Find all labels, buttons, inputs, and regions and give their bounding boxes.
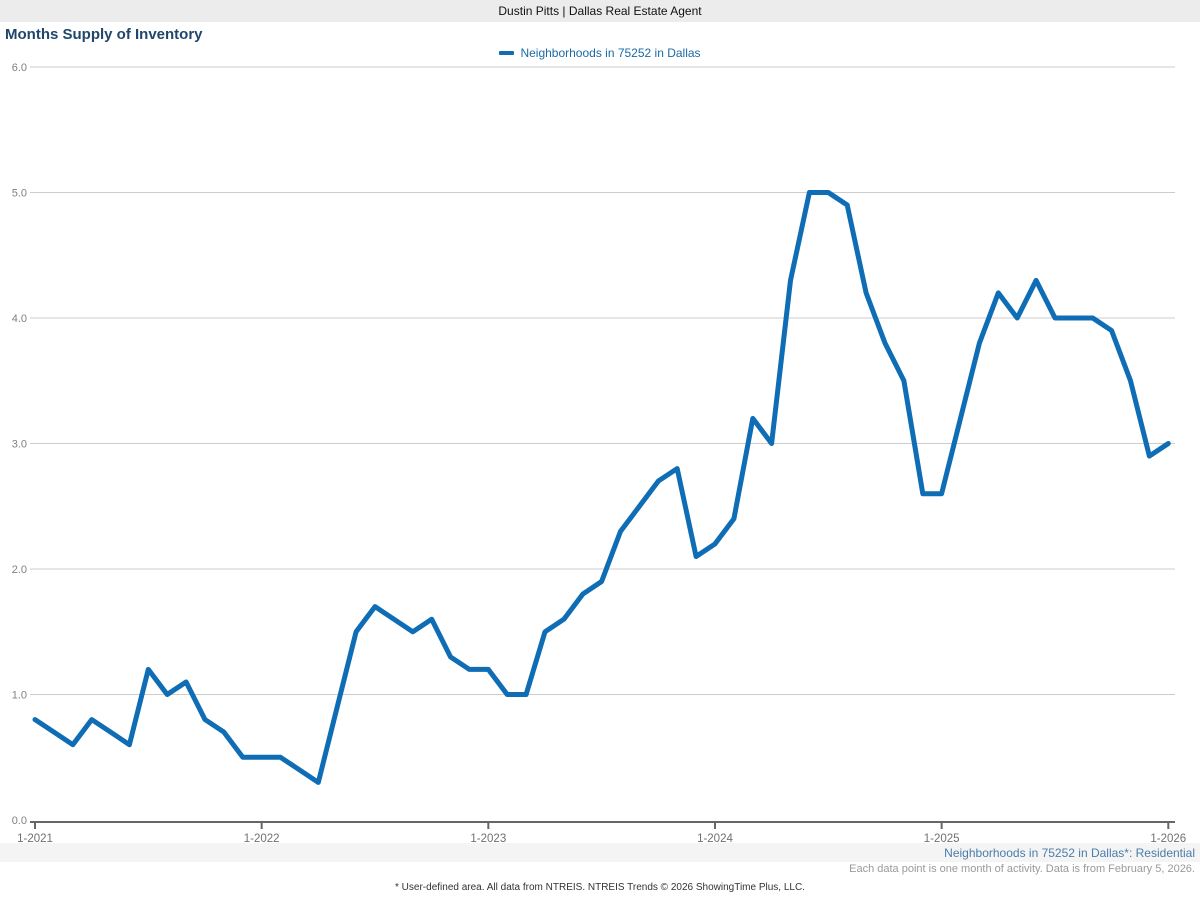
data-freshness-note: Each data point is one month of activity… — [849, 863, 1195, 875]
footer-disclaimer: * User-defined area. All data from NTREI… — [395, 882, 805, 893]
y-tick-label: 0.0 — [12, 815, 27, 827]
y-tick-label: 1.0 — [12, 690, 27, 702]
y-tick-label: 2.0 — [12, 564, 27, 576]
y-tick-label: 4.0 — [12, 313, 27, 325]
series-source-note: Neighborhoods in 75252 in Dallas*: Resid… — [944, 846, 1195, 860]
legend-line-swatch — [499, 51, 515, 55]
annotation-band — [0, 843, 1200, 862]
series-line-neighborhoods-75252 — [32, 190, 1171, 785]
x-tick-label: 1-2023 — [470, 833, 506, 845]
legend-item[interactable]: Neighborhoods in 75252 in Dallas — [499, 46, 701, 60]
y-tick-label: 5.0 — [12, 188, 27, 200]
page-title: Months Supply of Inventory — [5, 26, 203, 43]
x-tick-label: 1-2025 — [924, 833, 960, 845]
header-bar: Dustin Pitts | Dallas Real Estate Agent — [0, 0, 1200, 22]
x-tick-label: 1-2024 — [697, 833, 733, 845]
x-tick-label: 1-2026 — [1150, 833, 1186, 845]
legend-label: Neighborhoods in 75252 in Dallas — [520, 46, 701, 60]
x-tick-label: 1-2022 — [244, 833, 280, 845]
chart-legend: Neighborhoods in 75252 in Dallas — [0, 46, 1200, 60]
header-title: Dustin Pitts | Dallas Real Estate Agent — [498, 4, 702, 18]
y-tick-label: 3.0 — [12, 439, 27, 451]
y-tick-label: 6.0 — [12, 62, 27, 74]
inventory-line-chart: 0.0 1.0 2.0 3.0 4.0 5.0 6.0 1-2021 1-2022 1-2023 1… — [12, 62, 1187, 845]
x-tick-label: 1-2021 — [17, 833, 53, 845]
